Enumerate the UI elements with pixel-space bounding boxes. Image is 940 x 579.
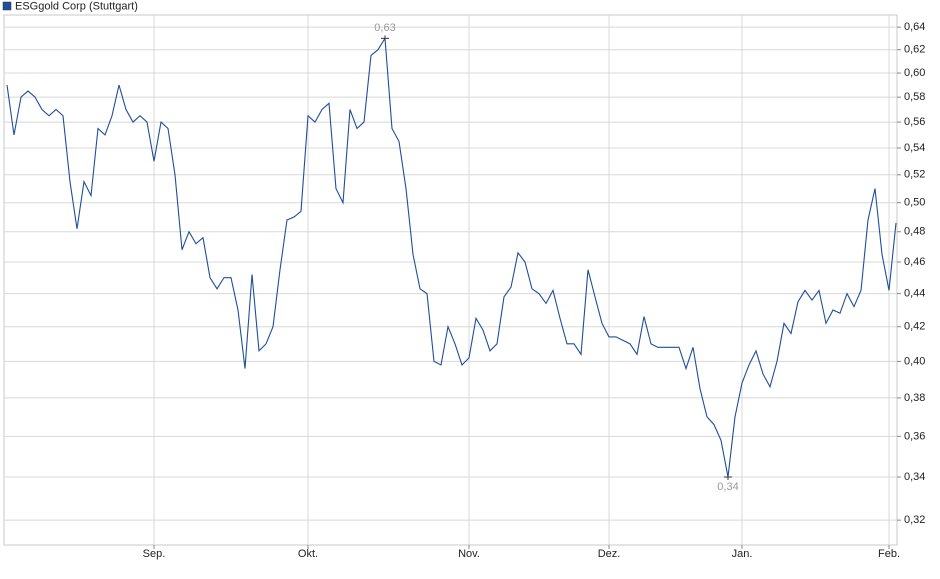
y-tick-label: 0,50 [904, 197, 925, 209]
y-tick-label: 0,54 [904, 142, 925, 154]
y-tick-label: 0,34 [904, 471, 925, 483]
y-tick-label: 0,48 [904, 226, 925, 238]
y-tick-label: 0,42 [904, 321, 925, 333]
x-tick-label: Sep. [143, 548, 166, 560]
y-tick-label: 0,46 [904, 256, 925, 268]
y-tick-label: 0,60 [904, 67, 925, 79]
y-tick-label: 0,36 [904, 430, 925, 442]
min-label: 0,34 [717, 481, 738, 493]
y-tick-label: 0,32 [904, 514, 925, 526]
x-tick-label: Okt. [298, 548, 318, 560]
y-tick-label: 0,56 [904, 116, 925, 128]
plot-frame [3, 14, 898, 546]
x-tick-label: Dez. [598, 548, 621, 560]
legend-label: ESGgold Corp (Stuttgart) [15, 0, 138, 12]
x-tick-label: Feb. [878, 548, 900, 560]
y-tick-label: 0,62 [904, 44, 925, 56]
y-tick-label: 0,58 [904, 91, 925, 103]
legend-swatch [2, 1, 12, 11]
y-tick-label: 0,64 [904, 21, 925, 33]
y-tick-label: 0,44 [904, 288, 925, 300]
y-tick-label: 0,40 [904, 355, 925, 367]
x-tick-label: Jan. [732, 548, 753, 560]
max-label: 0,63 [374, 22, 395, 34]
y-tick-label: 0,52 [904, 169, 925, 181]
x-tick-label: Nov. [458, 548, 480, 560]
price-line [6, 36, 897, 478]
y-tick-label: 0,38 [904, 392, 925, 404]
